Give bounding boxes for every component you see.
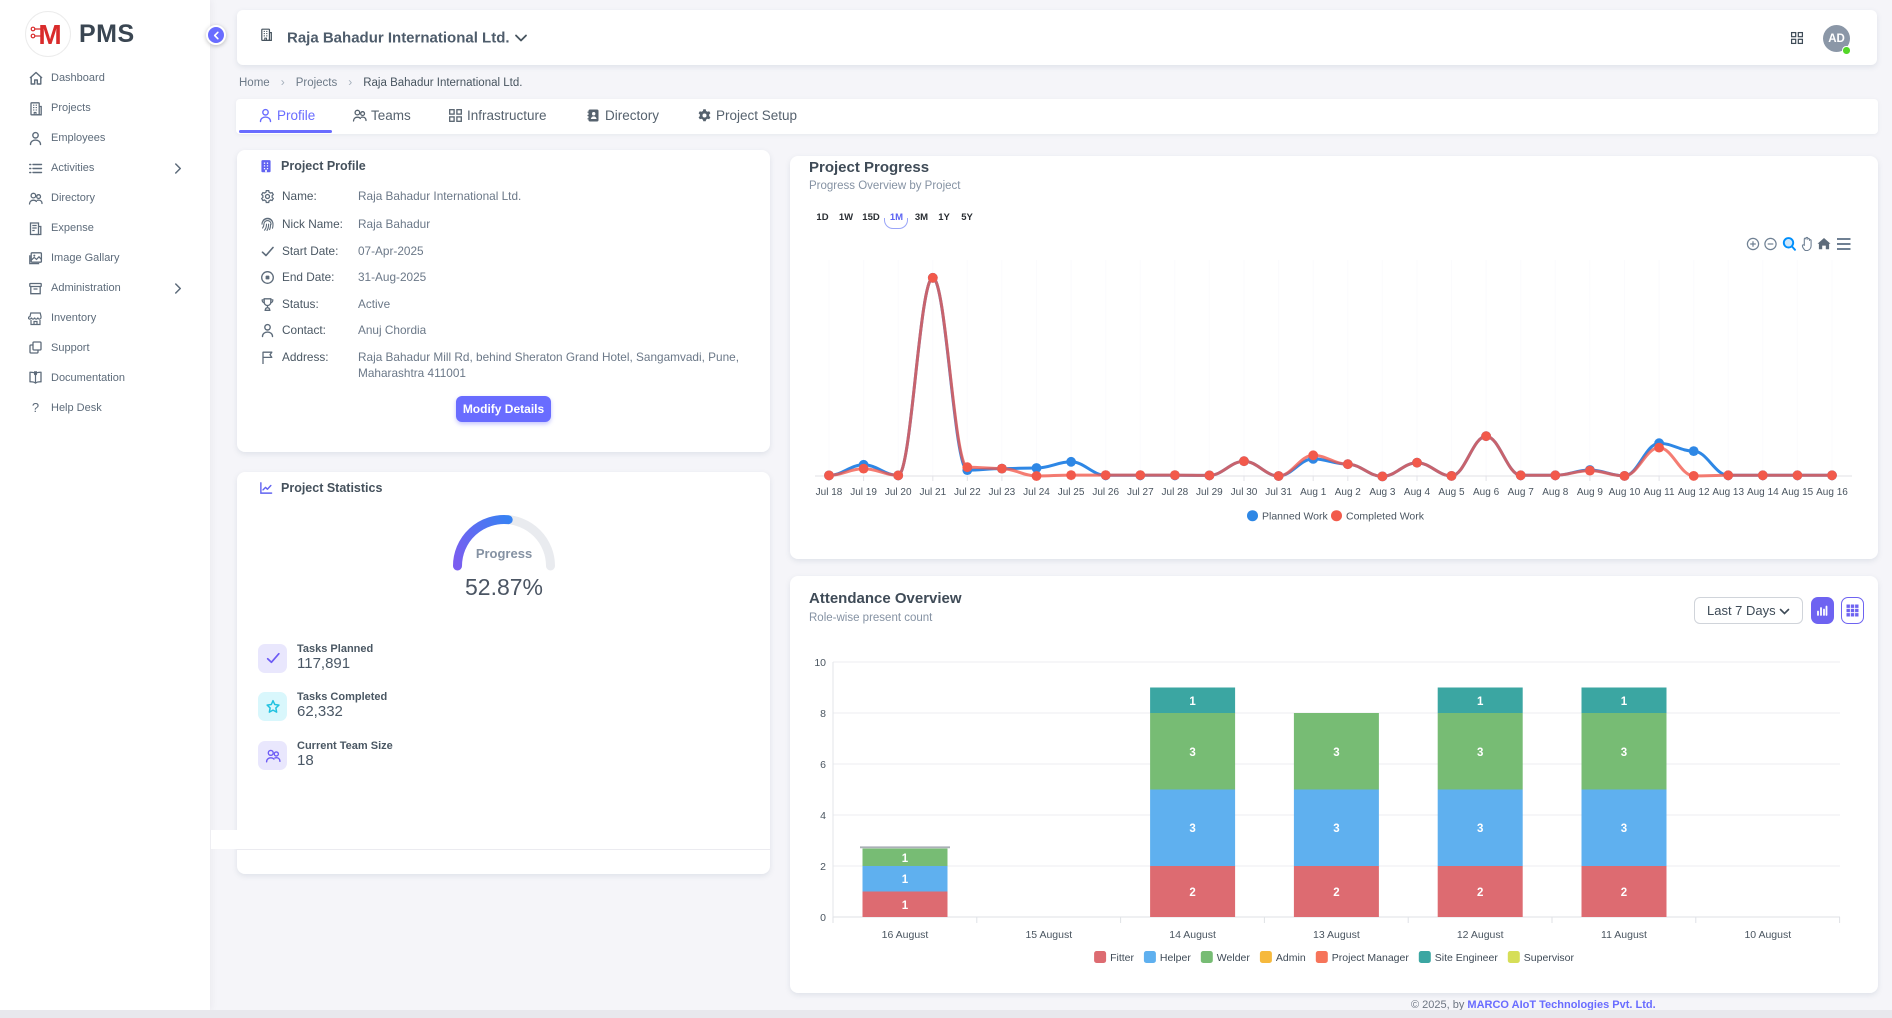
svg-text:12 August: 12 August: [1457, 929, 1504, 941]
svg-text:Aug 12: Aug 12: [1678, 487, 1710, 498]
svg-text:Jul 22: Jul 22: [954, 487, 981, 498]
svg-text:Jul 26: Jul 26: [1092, 487, 1119, 498]
svg-text:13 August: 13 August: [1313, 929, 1360, 941]
svg-text:Aug 13: Aug 13: [1712, 487, 1744, 498]
svg-text:Progress: Progress: [476, 546, 532, 561]
svg-text:Aug 16: Aug 16: [1816, 487, 1848, 498]
svg-text:Fitter: Fitter: [1110, 952, 1134, 964]
svg-text:Aug 9: Aug 9: [1577, 487, 1604, 498]
svg-text:2: 2: [1189, 887, 1195, 899]
svg-text:10: 10: [814, 657, 826, 669]
svg-text:Jul 20: Jul 20: [885, 487, 912, 498]
svg-text:11 August: 11 August: [1601, 929, 1647, 941]
svg-text:Jul 28: Jul 28: [1162, 487, 1189, 498]
svg-text:3: 3: [1189, 747, 1195, 759]
svg-text:3: 3: [1333, 823, 1339, 835]
svg-text:1: 1: [902, 900, 909, 912]
svg-text:Jul 18: Jul 18: [816, 487, 843, 498]
svg-text:Aug 2: Aug 2: [1335, 487, 1362, 498]
svg-text:M: M: [38, 19, 61, 50]
svg-text:Aug 3: Aug 3: [1369, 487, 1396, 498]
svg-text:2: 2: [1333, 887, 1339, 899]
svg-text:Project Manager: Project Manager: [1332, 952, 1410, 964]
svg-text:?: ?: [32, 400, 39, 415]
svg-text:Planned Work: Planned Work: [1262, 511, 1329, 523]
svg-text:3: 3: [1477, 747, 1483, 759]
svg-text:3: 3: [1333, 747, 1339, 759]
svg-text:Jul 25: Jul 25: [1058, 487, 1085, 498]
svg-text:1: 1: [1477, 696, 1484, 708]
svg-text:2: 2: [1621, 887, 1627, 899]
svg-text:1: 1: [902, 853, 909, 865]
svg-text:1: 1: [1189, 696, 1196, 708]
svg-text:3: 3: [1621, 747, 1627, 759]
svg-text:Aug 6: Aug 6: [1473, 487, 1500, 498]
svg-text:2: 2: [820, 861, 826, 873]
svg-text:3: 3: [1477, 823, 1483, 835]
svg-text:Aug 14: Aug 14: [1747, 487, 1779, 498]
svg-text:0: 0: [820, 912, 826, 924]
svg-text:Jul 29: Jul 29: [1196, 487, 1223, 498]
svg-text:Helper: Helper: [1160, 952, 1191, 964]
svg-text:Jul 31: Jul 31: [1265, 487, 1292, 498]
svg-text:Jul 19: Jul 19: [850, 487, 877, 498]
svg-text:Aug 10: Aug 10: [1609, 487, 1641, 498]
svg-text:Aug 15: Aug 15: [1782, 487, 1814, 498]
svg-text:3: 3: [1189, 823, 1195, 835]
svg-text:Jul 21: Jul 21: [919, 487, 946, 498]
svg-text:Admin: Admin: [1276, 952, 1306, 964]
svg-text:14 August: 14 August: [1169, 929, 1216, 941]
svg-text:52.87%: 52.87%: [465, 574, 543, 600]
svg-text:Jul 23: Jul 23: [989, 487, 1016, 498]
svg-text:3: 3: [1621, 823, 1627, 835]
svg-text:Site Engineer: Site Engineer: [1435, 952, 1499, 964]
svg-text:Jul 27: Jul 27: [1127, 487, 1154, 498]
svg-text:Jul 24: Jul 24: [1023, 487, 1050, 498]
svg-text:Aug 11: Aug 11: [1644, 487, 1675, 498]
svg-text:Jul 30: Jul 30: [1231, 487, 1258, 498]
svg-text:8: 8: [820, 708, 826, 720]
svg-text:Aug 5: Aug 5: [1438, 487, 1465, 498]
svg-text:10 August: 10 August: [1744, 929, 1791, 941]
svg-text:Welder: Welder: [1217, 952, 1251, 964]
svg-text:Aug 1: Aug 1: [1300, 487, 1327, 498]
svg-text:1: 1: [1621, 696, 1628, 708]
svg-text:16 August: 16 August: [882, 929, 929, 941]
svg-text:2: 2: [1477, 887, 1483, 899]
svg-text:Supervisor: Supervisor: [1524, 952, 1575, 964]
svg-text:1: 1: [902, 874, 909, 886]
svg-text:Aug 8: Aug 8: [1542, 487, 1569, 498]
svg-text:Completed Work: Completed Work: [1346, 511, 1425, 523]
svg-text:Aug 4: Aug 4: [1404, 487, 1431, 498]
svg-text:6: 6: [820, 759, 826, 771]
svg-text:4: 4: [820, 810, 826, 822]
svg-text:Aug 7: Aug 7: [1508, 487, 1535, 498]
svg-text:15 August: 15 August: [1025, 929, 1072, 941]
